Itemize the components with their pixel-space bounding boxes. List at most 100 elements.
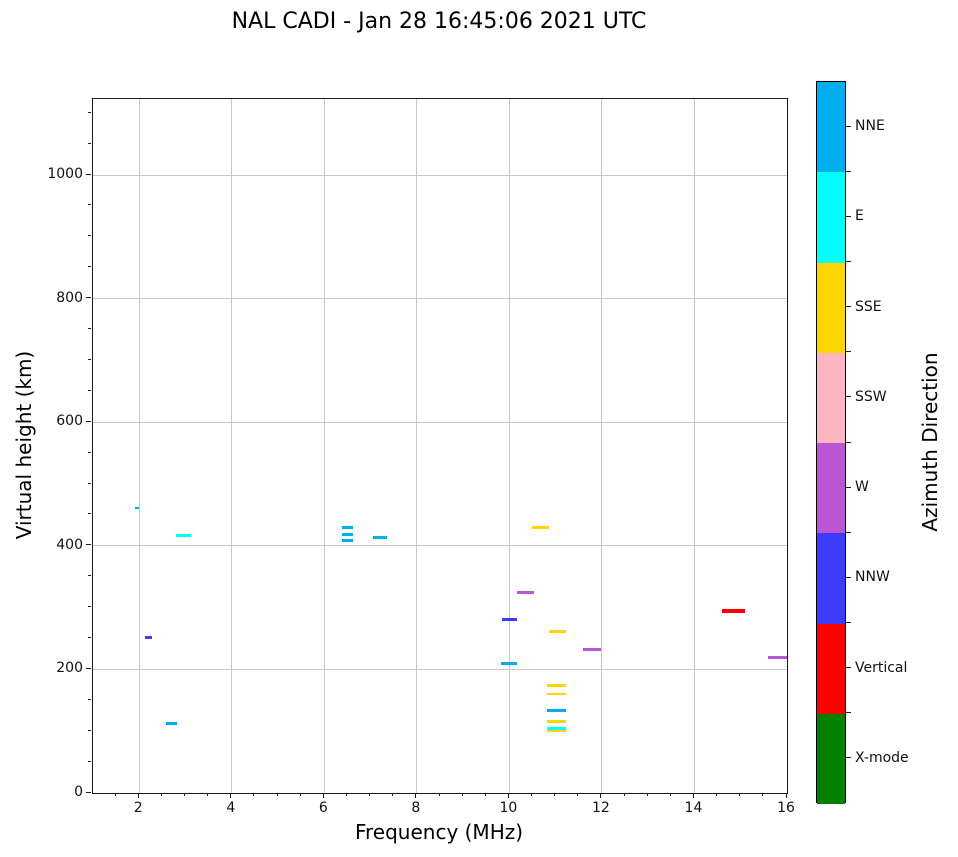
colorbar-boundary-tick [846,351,851,353]
data-point-w [582,647,601,651]
data-point-w [767,656,787,660]
y-minor-tick [88,606,91,608]
y-minor-tick [88,513,91,515]
x-minor-tick [253,793,255,796]
data-point-sse [547,692,566,695]
x-tick-label: 16 [777,800,795,816]
colorbar-mid-tick [846,215,851,217]
x-minor-tick [531,793,533,796]
colorbar-label-nnw: NNW [855,569,890,586]
data-point-nne [341,526,354,530]
y-minor-tick [88,698,91,700]
y-tick-label: 400 [56,536,83,553]
data-point-nne [547,709,566,713]
colorbar-segment-sse [817,262,845,353]
grid-line-horizontal [93,421,787,423]
colorbar-boundary-tick [846,622,851,623]
colorbar-boundary-tick [846,712,851,714]
x-major-tick [600,793,602,798]
colorbar-label-w: W [855,479,869,496]
y-minor-tick [88,760,91,762]
grid-line-horizontal [93,298,787,300]
data-point-w [517,590,534,594]
y-minor-tick [88,328,91,329]
data-point-nne [341,539,354,543]
colorbar-boundary-tick [846,261,851,262]
colorbar-mid-tick [846,486,851,488]
grid-line-vertical [138,99,140,793]
colorbar-segment-vertical [817,623,845,714]
colorbar-segment-nne [817,82,845,173]
data-point-nne [501,661,518,665]
y-minor-tick [88,358,91,360]
data-point-sse [547,730,566,733]
x-minor-tick [276,793,278,796]
colorbar-label-x-mode: X-mode [855,749,909,766]
y-major-tick [86,297,91,299]
chart-title: NAL CADI - Jan 28 16:45:06 2021 UTC [231,9,647,34]
x-major-tick [507,793,509,798]
grid-line-vertical [416,99,418,793]
grid-line-horizontal [93,174,787,176]
colorbar-mid-tick [846,576,851,578]
x-major-tick [322,793,324,798]
plot-area [92,98,788,794]
x-tick-label: 8 [411,800,421,816]
y-major-tick [86,544,91,546]
y-tick-label: 1000 [47,166,83,182]
x-axis-label: Frequency (MHz) [354,820,524,844]
x-major-tick [137,793,139,798]
colorbar-segment-w [817,443,845,534]
x-minor-tick [623,793,625,796]
y-minor-tick [88,204,91,206]
colorbar-mid-tick [846,757,851,759]
data-point-sse [548,630,567,634]
data-point-nne [372,536,387,540]
data-point-nne [165,721,178,725]
x-minor-tick [739,793,741,796]
x-tick-label: 12 [592,800,610,816]
x-minor-tick [554,793,556,796]
y-major-tick [86,791,91,793]
data-point-nnw [501,618,518,622]
x-minor-tick [577,793,579,796]
colorbar [816,81,846,804]
y-minor-tick [88,389,91,391]
x-minor-tick [438,793,440,796]
y-minor-tick [88,729,91,731]
y-tick-label: 200 [56,660,83,677]
grid-line-vertical [231,99,233,793]
x-major-tick [230,793,232,798]
y-minor-tick [88,637,91,638]
colorbar-label-ssw: SSW [855,388,887,405]
x-major-tick [785,793,787,798]
y-tick-label: 800 [56,289,83,306]
x-minor-tick [762,793,764,796]
x-tick-label: 4 [226,800,236,816]
colorbar-label-sse: SSE [855,298,882,315]
x-minor-tick [114,793,116,796]
x-minor-tick [484,793,486,796]
x-major-tick [692,793,694,798]
grid-line-vertical [601,99,603,793]
data-point-sse [547,683,566,687]
y-tick-label: 0 [74,784,83,800]
y-minor-tick [88,451,91,453]
x-minor-tick [207,793,209,796]
data-point-vertical [722,608,746,613]
x-minor-tick [299,793,301,796]
grid-line-vertical [323,99,325,793]
y-minor-tick [88,142,91,144]
colorbar-segment-e [817,172,845,263]
x-major-tick [415,793,417,798]
x-minor-tick [669,793,671,796]
colorbar-segment-nnw [817,533,845,624]
colorbar-title: Azimuth Direction [918,352,942,532]
data-point-nnw [144,635,153,639]
x-minor-tick [184,793,186,796]
x-minor-tick [369,793,371,796]
x-minor-tick [461,793,463,796]
x-minor-tick [392,793,394,796]
data-point-nne [134,507,140,510]
